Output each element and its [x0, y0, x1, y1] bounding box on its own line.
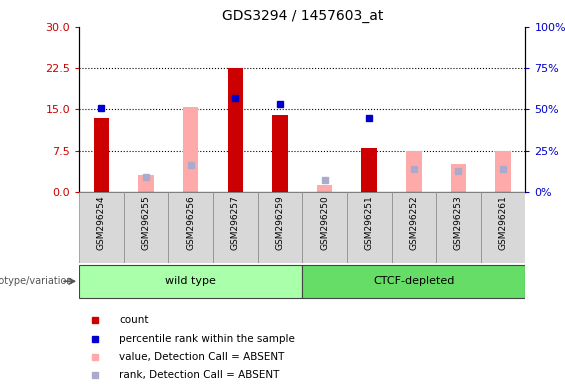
Bar — [451, 164, 466, 192]
Bar — [138, 175, 154, 192]
Bar — [317, 185, 332, 192]
Bar — [94, 118, 109, 192]
Bar — [406, 151, 421, 192]
Text: GSM296259: GSM296259 — [276, 195, 284, 250]
Bar — [436, 192, 481, 263]
Bar — [272, 115, 288, 192]
Bar — [79, 265, 302, 298]
Text: GSM296252: GSM296252 — [410, 195, 418, 250]
Text: GSM296256: GSM296256 — [186, 195, 195, 250]
Text: rank, Detection Call = ABSENT: rank, Detection Call = ABSENT — [119, 370, 280, 380]
Text: wild type: wild type — [165, 276, 216, 286]
Bar — [362, 148, 377, 192]
Bar — [124, 192, 168, 263]
Bar — [302, 192, 347, 263]
Text: GSM296261: GSM296261 — [499, 195, 507, 250]
Title: GDS3294 / 1457603_at: GDS3294 / 1457603_at — [221, 9, 383, 23]
Bar — [258, 192, 302, 263]
Text: GSM296257: GSM296257 — [231, 195, 240, 250]
Text: CTCF-depleted: CTCF-depleted — [373, 276, 455, 286]
Bar — [302, 265, 525, 298]
Text: GSM296254: GSM296254 — [97, 195, 106, 250]
Bar — [481, 192, 525, 263]
Text: GSM296251: GSM296251 — [365, 195, 373, 250]
Text: count: count — [119, 315, 149, 325]
Text: percentile rank within the sample: percentile rank within the sample — [119, 334, 295, 344]
Bar — [392, 192, 436, 263]
Text: genotype/variation: genotype/variation — [0, 276, 73, 286]
Bar — [496, 151, 511, 192]
Text: GSM296253: GSM296253 — [454, 195, 463, 250]
Text: GSM296250: GSM296250 — [320, 195, 329, 250]
Text: GSM296255: GSM296255 — [142, 195, 150, 250]
Bar — [213, 192, 258, 263]
Bar — [183, 107, 198, 192]
Bar — [168, 192, 213, 263]
Bar — [79, 192, 124, 263]
Text: value, Detection Call = ABSENT: value, Detection Call = ABSENT — [119, 352, 285, 362]
Bar — [347, 192, 392, 263]
Bar — [228, 68, 243, 192]
